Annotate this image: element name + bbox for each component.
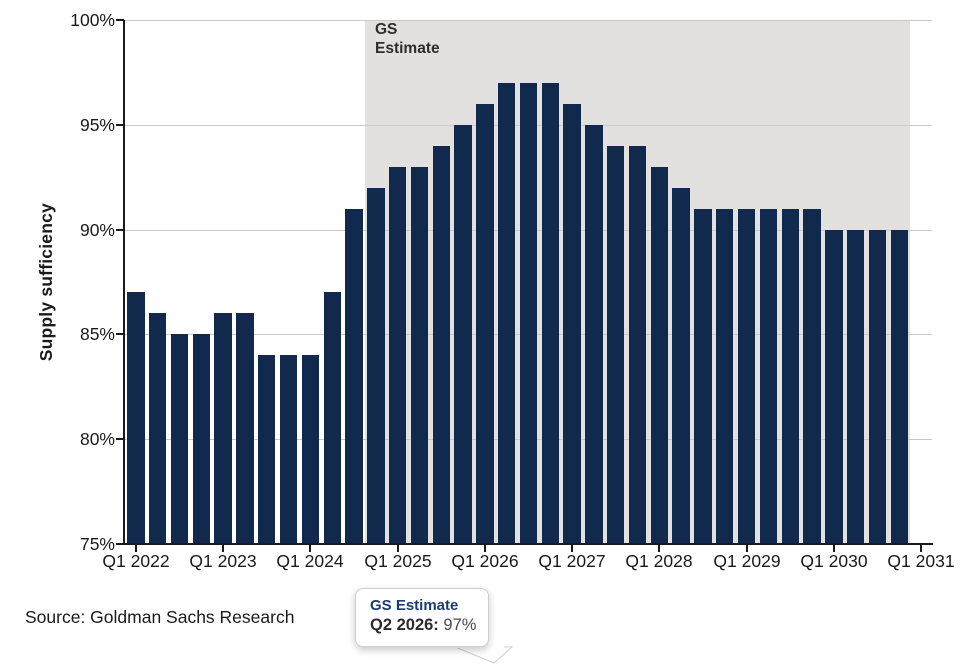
bar-q4-2024[interactable]: [367, 187, 385, 544]
bar-q1-2028[interactable]: [650, 166, 669, 544]
x-tick-label-q1-2024: Q1 2024: [276, 551, 344, 571]
bar-q1-2030[interactable]: [825, 229, 843, 544]
bar-q2-2026[interactable]: [497, 82, 516, 544]
y-axis-title: Supply sufficiency: [36, 20, 57, 544]
tooltip: GS Estimate Q2 2026: 97%: [355, 588, 489, 647]
tooltip-value: 97%: [443, 616, 477, 634]
gridline-100: [125, 20, 932, 21]
x-tick-label-q1-2025: Q1 2025: [364, 551, 432, 571]
x-tick-label-q1-2030: Q1 2030: [800, 551, 868, 571]
bar-q2-2024[interactable]: [323, 292, 341, 544]
y-tick-label-90: 90%: [79, 220, 115, 240]
x-tick-label-q1-2029: Q1 2029: [713, 551, 781, 571]
tooltip-tail: [452, 646, 514, 664]
plot-area: [125, 20, 932, 544]
bar-q3-2026[interactable]: [519, 82, 538, 544]
x-tick-q1-2029: [746, 545, 748, 552]
y-tick-label-100: 100%: [70, 10, 115, 30]
bar-q3-2028[interactable]: [694, 208, 712, 544]
source-note: Source: Goldman Sachs Research: [25, 607, 295, 627]
x-tick-q1-2027: [571, 545, 573, 552]
y-tick-label-85: 85%: [79, 324, 115, 344]
bar-q2-2023[interactable]: [236, 313, 254, 544]
bar-q4-2025[interactable]: [454, 124, 472, 544]
bar-q2-2027[interactable]: [585, 124, 603, 544]
x-tick-label-q1-2022: Q1 2022: [102, 551, 170, 571]
bar-q1-2026[interactable]: [476, 103, 494, 544]
bar-q2-2025[interactable]: [410, 166, 429, 544]
x-tick-label-q1-2028: Q1 2028: [625, 551, 693, 571]
x-tick-q1-2024: [309, 545, 311, 552]
y-tick-85: [116, 333, 124, 335]
bar-q3-2024[interactable]: [345, 208, 363, 544]
x-tick-q1-2031: [920, 545, 922, 552]
bar-q3-2027[interactable]: [607, 145, 625, 544]
x-tick-q1-2026: [484, 545, 486, 552]
y-tick-label-80: 80%: [79, 429, 115, 449]
y-tick-90: [116, 229, 124, 231]
x-tick-label-q1-2027: Q1 2027: [538, 551, 606, 571]
x-axis-line: [123, 543, 933, 545]
bar-q3-2023[interactable]: [258, 355, 276, 544]
bar-q3-2025[interactable]: [432, 145, 450, 544]
bar-q3-2030[interactable]: [868, 229, 887, 544]
bar-q1-2029[interactable]: [737, 208, 756, 544]
x-tick-q1-2022: [135, 545, 137, 552]
bar-q4-2030[interactable]: [890, 229, 908, 544]
bar-q4-2027[interactable]: [628, 145, 647, 544]
bar-q1-2027[interactable]: [563, 103, 581, 544]
x-tick-label-q1-2026: Q1 2026: [451, 551, 519, 571]
x-tick-label-q1-2031: Q1 2031: [887, 551, 955, 571]
bar-q2-2030[interactable]: [846, 229, 865, 544]
bar-q1-2024[interactable]: [301, 355, 320, 544]
tooltip-title: GS Estimate: [370, 597, 459, 614]
x-tick-q1-2030: [833, 545, 835, 552]
x-tick-q1-2028: [658, 545, 660, 552]
bar-q3-2022[interactable]: [170, 334, 189, 544]
x-tick-label-q1-2023: Q1 2023: [189, 551, 257, 571]
bar-q4-2023[interactable]: [279, 355, 298, 544]
bar-q1-2025[interactable]: [388, 166, 407, 544]
tooltip-value-line: Q2 2026: 97%: [370, 616, 488, 635]
y-tick-100: [116, 19, 124, 21]
bar-q4-2026[interactable]: [541, 82, 559, 544]
bar-q2-2022[interactable]: [149, 313, 167, 544]
bar-q1-2023[interactable]: [214, 313, 232, 544]
bar-q4-2029[interactable]: [803, 208, 821, 544]
bar-q2-2028[interactable]: [672, 187, 690, 544]
y-tick-label-95: 95%: [79, 115, 115, 135]
y-tick-label-75: 75%: [79, 534, 115, 554]
bar-q2-2029[interactable]: [759, 208, 778, 544]
y-tick-75: [116, 543, 124, 545]
y-axis-line: [123, 20, 125, 545]
bar-q4-2022[interactable]: [192, 334, 211, 544]
x-tick-q1-2023: [222, 545, 224, 552]
bar-q3-2029[interactable]: [781, 208, 799, 544]
y-tick-95: [116, 124, 124, 126]
bar-q4-2028[interactable]: [716, 208, 734, 544]
bar-q1-2022[interactable]: [127, 292, 145, 544]
x-tick-q1-2025: [397, 545, 399, 552]
y-tick-80: [116, 438, 124, 440]
estimate-region-label: GS Estimate: [375, 21, 440, 57]
tooltip-label: Q2 2026:: [370, 616, 439, 634]
